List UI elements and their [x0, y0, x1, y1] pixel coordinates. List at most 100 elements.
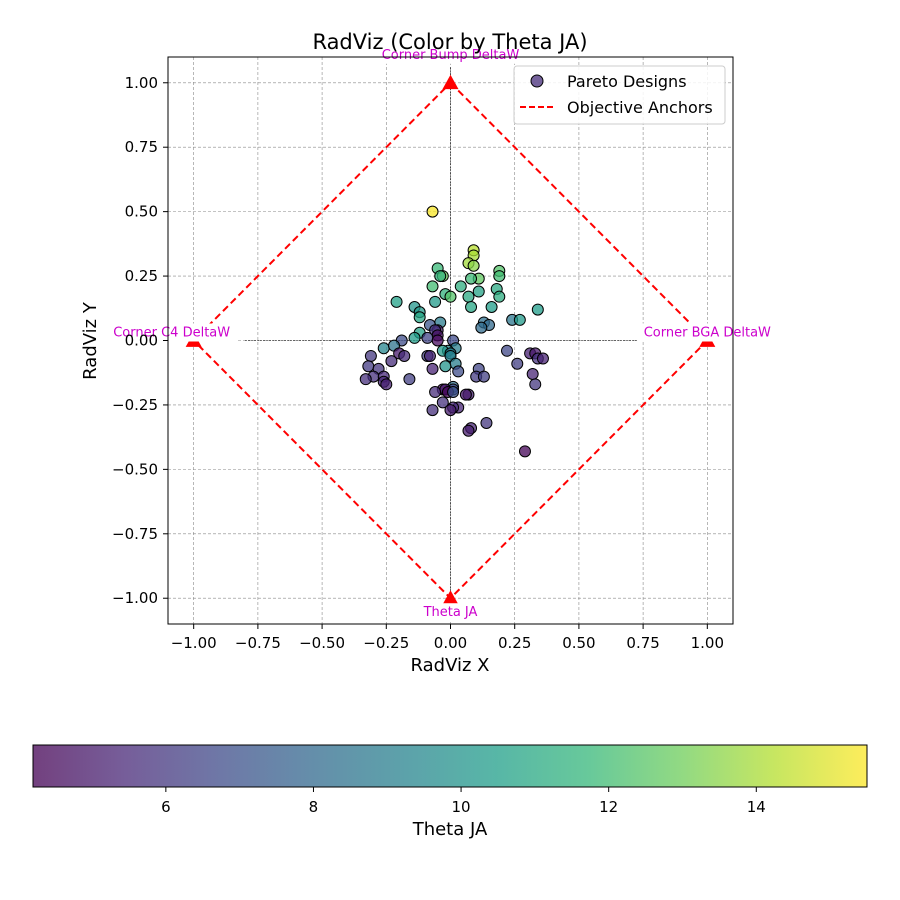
data-point [511, 357, 524, 370]
data-point [380, 378, 393, 391]
data-point [426, 205, 439, 218]
data-point [434, 270, 447, 283]
data-point [423, 349, 436, 362]
data-point [475, 321, 488, 334]
data-point [462, 424, 475, 437]
data-point [362, 360, 375, 373]
x-tick-label: −1.00 [171, 634, 217, 652]
data-point [462, 290, 475, 303]
data-point [493, 270, 506, 283]
anchor-label-background [415, 603, 486, 622]
data-point [439, 360, 452, 373]
anchor-labels: Corner Bump DeltaW Corner BGA DeltaW Theta… [105, 45, 778, 622]
colorbar: 6 8 10 12 14 Theta JA [32, 744, 868, 840]
data-point [390, 295, 403, 308]
y-tick-label: 0.25 [125, 267, 158, 285]
anchor-label: Corner BGA DeltaW [644, 326, 771, 341]
data-point [385, 355, 398, 368]
data-point [421, 331, 434, 344]
data-point [408, 331, 421, 344]
data-point [529, 378, 542, 391]
data-point [431, 334, 444, 347]
data-point [518, 445, 531, 458]
data-point [472, 285, 485, 298]
data-point [465, 272, 478, 285]
data-point [477, 370, 490, 383]
data-point [452, 365, 465, 378]
data-point [493, 290, 506, 303]
y-tick-label: 0.50 [125, 203, 158, 221]
data-point [465, 300, 478, 313]
data-point [426, 280, 439, 293]
data-point [501, 344, 513, 357]
legend-marker-pareto [530, 74, 544, 88]
data-point [536, 352, 549, 365]
data-point [447, 386, 460, 399]
colorbar-tick-label: 6 [161, 798, 171, 816]
colorbar-tick-label: 14 [747, 798, 766, 816]
data-point [398, 349, 411, 362]
data-point [513, 313, 526, 326]
data-point [426, 404, 439, 417]
colorbar-tick-label: 8 [309, 798, 319, 816]
data-point [485, 300, 498, 313]
data-point [480, 416, 493, 429]
anchor-label-background [376, 45, 525, 64]
data-point [377, 342, 390, 355]
anchor-label: Corner Bump DeltaW [382, 48, 520, 63]
colorbar-ticks: 6 8 10 12 14 [161, 787, 766, 816]
chart-title: RadViz (Color by Theta JA) [312, 30, 587, 54]
y-tick-label: −0.75 [112, 525, 158, 543]
anchor-label-background [105, 323, 238, 342]
colorbar-gradient [32, 744, 868, 788]
colorbar-tick-label: 10 [452, 798, 471, 816]
y-tick-label: −0.25 [112, 396, 158, 414]
x-axis-title: RadViz X [411, 655, 490, 676]
data-point [531, 303, 544, 316]
data-point [359, 373, 372, 386]
data-point [429, 386, 442, 399]
x-tick-label: 0.75 [626, 634, 659, 652]
data-point [526, 368, 539, 381]
x-tick-label: 1.00 [691, 634, 724, 652]
x-tick-label: 0.25 [498, 634, 531, 652]
data-point [436, 396, 449, 409]
anchor-label-background [637, 323, 778, 342]
legend: Pareto Designs Objective Anchors [513, 65, 726, 125]
data-point [444, 404, 457, 417]
y-tick-label: 0.75 [125, 138, 158, 156]
data-point [364, 349, 377, 362]
data-point [426, 362, 439, 375]
anchor-label: Corner C4 DeltaW [113, 326, 230, 341]
x-tick-label: −0.50 [299, 634, 345, 652]
colorbar-title: Theta JA [412, 819, 488, 840]
legend-box [513, 65, 726, 125]
y-axis-ticks: 1.00 0.75 0.50 0.25 0.00 −0.25 −0.50 −0.75 −1.00 [112, 74, 168, 607]
x-tick-label: 0.00 [434, 634, 467, 652]
anchor-marker [442, 590, 459, 605]
y-tick-label: 1.00 [125, 74, 158, 92]
x-axis-ticks: −1.00 −0.75 −0.50 −0.25 0.00 0.25 0.50 0.75 1.00 [171, 624, 724, 652]
y-axis-title: RadViz Y [80, 301, 101, 380]
x-tick-label: −0.25 [363, 634, 409, 652]
data-point [429, 295, 442, 308]
data-point [444, 290, 457, 303]
y-tick-label: −1.00 [112, 589, 158, 607]
colorbar-tick-label: 12 [599, 798, 618, 816]
pareto-design-points [359, 205, 549, 458]
legend-label-anchors: Objective Anchors [567, 98, 713, 117]
data-point [413, 311, 426, 324]
data-point [454, 280, 467, 293]
x-tick-label: 0.50 [562, 634, 595, 652]
anchor-label: Theta JA [423, 605, 478, 620]
y-tick-label: −0.50 [112, 460, 158, 478]
data-point [403, 373, 416, 386]
y-tick-label: 0.00 [125, 332, 158, 350]
legend-label-pareto: Pareto Designs [567, 72, 687, 91]
data-point [467, 259, 480, 272]
data-point [459, 388, 472, 401]
x-tick-label: −0.75 [235, 634, 281, 652]
anchor-marker [442, 74, 459, 90]
